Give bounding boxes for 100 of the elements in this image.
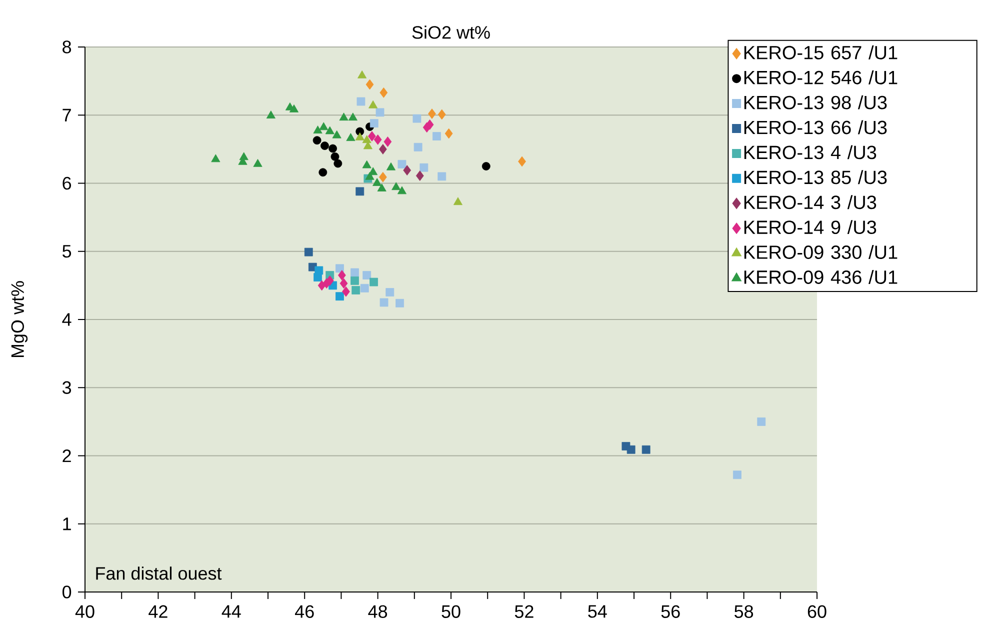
point [426,119,434,130]
point [432,132,441,140]
point [319,122,328,130]
point [438,172,446,181]
y-tick-label: 4 [62,313,72,326]
point [453,197,462,206]
point [326,275,334,286]
point [428,108,436,119]
point [414,142,422,152]
point [757,417,766,426]
point [362,135,372,144]
x-tick-label: 60 [808,605,826,618]
legend-label: KERO-13 66 /U3 [744,120,887,134]
point [334,159,342,168]
point [320,142,329,150]
y-tick-label: 0 [62,586,72,598]
point [420,163,428,172]
point [342,286,350,297]
point [211,154,220,162]
point [376,108,384,117]
annotation: Fan distal ouest [96,566,222,580]
legend-label: KERO-13 85 /U3 [744,170,887,184]
point [312,136,322,145]
point [642,445,650,454]
point [336,264,344,273]
point [352,286,360,294]
point [325,126,334,134]
legend-label: KERO-15 657 /U1 [744,45,898,60]
point [340,278,348,289]
point [360,284,369,292]
point [328,144,337,153]
point [378,172,387,182]
legend-label: KERO-13 4 /U3 [744,145,876,160]
point [733,470,742,480]
point [338,270,346,280]
point [386,288,394,296]
point [377,184,386,192]
y-tick-label: 2 [62,449,71,462]
x-tick-label: 52 [514,605,534,618]
point [318,168,328,177]
point [339,112,348,121]
point [336,292,344,301]
point [313,126,322,134]
point [374,134,382,145]
point [392,182,401,190]
point [289,104,299,112]
point [412,114,422,123]
legend-label: KERO-14 9 /U3 [744,220,876,234]
point [366,79,374,90]
point [365,172,374,180]
point [330,152,340,161]
point [314,273,322,282]
legend-label: KERO-09 436 /U1 [744,270,898,284]
point [380,298,388,307]
point [304,248,313,256]
point [398,160,406,168]
y-tick-label: 8 [62,40,72,54]
point [350,268,359,277]
point [358,70,367,78]
point [368,131,376,142]
point [350,276,359,285]
y-tick-label: 1 [63,518,71,530]
y-tick-label: 7 [62,108,71,122]
point [362,160,372,168]
y-tick-label: 3 [62,381,72,394]
x-tick-label: 46 [295,605,314,618]
y-tick-label: 6 [62,176,72,190]
x-tick-label: 40 [75,605,94,618]
point [438,109,446,120]
point [416,170,424,181]
point [362,271,372,280]
point [370,119,378,128]
point [372,178,382,186]
legend-label: KERO-13 98 /U3 [744,95,887,110]
x-tick-label: 48 [368,605,388,618]
y-axis-title: MgO wt% [11,281,28,358]
point [378,144,387,154]
legend-label: KERO-14 3 /U3 [744,195,876,210]
point [355,132,364,140]
point [444,128,453,139]
point [370,278,378,286]
point [356,97,366,106]
x-tick-label: 56 [661,605,680,618]
point [403,165,412,176]
point [356,187,364,196]
point [368,100,378,108]
point [397,186,406,194]
point [386,162,396,170]
x-tick-label: 54 [588,605,607,618]
point [396,298,404,308]
point [266,110,276,119]
y-tick-label: 5 [62,245,72,258]
point [384,136,392,147]
x-tick-label: 50 [442,605,460,618]
point [626,445,636,454]
x-tick-label: 44 [222,605,241,618]
point [348,112,358,121]
legend-label: KERO-12 546 /U1 [744,70,898,84]
point [482,162,490,170]
point [253,158,262,167]
